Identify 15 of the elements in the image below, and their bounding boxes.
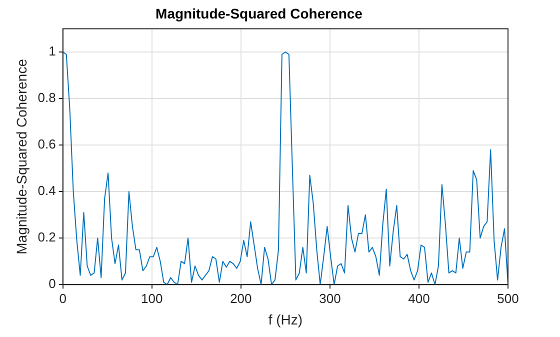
- chart-title: Magnitude-Squared Coherence: [156, 5, 363, 22]
- x-tick-label: 400: [408, 290, 430, 306]
- y-tick-label: 0.8: [38, 90, 56, 106]
- x-tick-label: 0: [59, 290, 66, 306]
- y-tick-label: 1: [48, 44, 56, 59]
- x-tick-label: 100: [141, 290, 163, 306]
- y-tick-label: 0.4: [38, 183, 56, 198]
- y-axis-title: Magnitude-Squared Coherence: [13, 58, 30, 254]
- x-tick-label: 200: [230, 290, 252, 306]
- y-tick-label: 0: [48, 276, 56, 292]
- y-tick-label: 0.2: [38, 230, 56, 245]
- y-tick-label: 0.6: [38, 136, 56, 152]
- x-axis-title: f (Hz): [268, 311, 303, 328]
- x-tick-label: 300: [319, 290, 341, 306]
- x-tick-label: 500: [497, 290, 519, 306]
